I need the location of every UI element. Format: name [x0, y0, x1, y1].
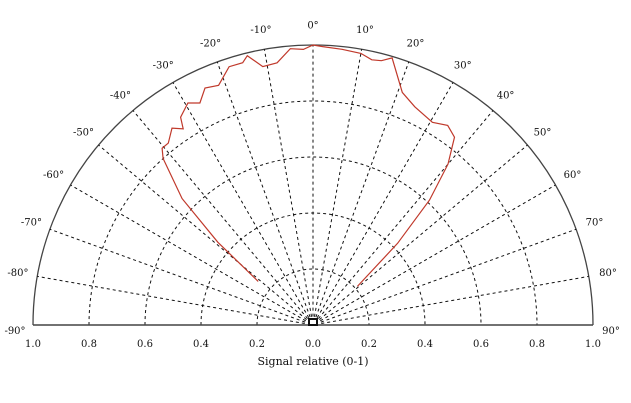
grid-circle-0.8 — [88, 100, 538, 326]
grid-spoke-40 — [318, 110, 494, 319]
grid-spoke--50 — [98, 144, 307, 320]
grid-spoke-80 — [321, 275, 589, 325]
angle-tick-label: 50° — [534, 127, 552, 138]
radial-tick-labels: 1.0 0.8 0.6 0.4 0.2 0.0 0.2 0.4 0.6 0.8 1.0 — [25, 339, 601, 350]
grid-spoke--80 — [37, 275, 305, 325]
angle-tick-label: -90° — [4, 326, 25, 337]
radial-tick-label: 0.2 — [361, 339, 377, 350]
angle-tick-label: -70° — [21, 218, 42, 229]
angle-tick-label: 40° — [497, 90, 515, 101]
angle-tick-label: -40° — [110, 90, 131, 101]
radial-tick-label: 0.8 — [529, 339, 545, 350]
series-line-0 — [161, 44, 456, 287]
series-layer — [161, 44, 456, 287]
angle-tick-label: 10° — [356, 25, 374, 36]
grid-spoke-70 — [320, 228, 577, 323]
grid-spoke-20 — [315, 61, 410, 318]
x-axis-label: Signal relative (0-1) — [257, 355, 368, 368]
angle-tick-label: -80° — [7, 268, 28, 279]
grid-circle-0.2 — [256, 268, 370, 326]
radial-tick-label: 0.6 — [473, 339, 489, 350]
radial-tick-label: 0.2 — [249, 339, 265, 350]
grid-spoke--40 — [132, 110, 308, 319]
angle-tick-label: 70° — [586, 218, 604, 229]
grid-spoke-60 — [320, 184, 556, 322]
angle-tick-label: -20° — [200, 38, 221, 49]
grid-spoke--10 — [263, 49, 313, 317]
angle-tick-label: -10° — [250, 25, 271, 36]
grid-spoke--30 — [172, 82, 310, 318]
grid-spoke--70 — [49, 228, 306, 323]
radial-tick-label: 1.0 — [25, 339, 41, 350]
angle-tick-label: -30° — [153, 61, 174, 72]
angle-tick-label: 30° — [454, 61, 472, 72]
grid — [32, 44, 594, 326]
angle-tick-label: 80° — [599, 268, 617, 279]
angle-tick-labels: -90° -80° -70° -60° -50° -40° -30° -20° -10° 0° 10… — [4, 20, 619, 337]
grid-spoke-50 — [319, 144, 528, 320]
grid-spoke-10 — [313, 49, 363, 317]
angle-tick-label: 20° — [407, 38, 425, 49]
angle-tick-label: -50° — [73, 127, 94, 138]
angle-tick-label: 0° — [307, 20, 318, 31]
radial-tick-label: 0.4 — [417, 339, 433, 350]
radial-tick-label: 1.0 — [585, 339, 601, 350]
grid-spoke--20 — [216, 61, 311, 318]
radial-tick-label: 0.6 — [137, 339, 153, 350]
radial-tick-label: 0.4 — [193, 339, 209, 350]
radial-tick-label: 0.0 — [305, 339, 321, 350]
angle-tick-label: -60° — [43, 170, 64, 181]
grid-circle-0.6 — [144, 156, 482, 326]
grid-spoke-30 — [316, 82, 454, 318]
center-marker — [308, 318, 318, 326]
angle-tick-label: 60° — [564, 170, 582, 181]
radial-tick-label: 0.8 — [81, 339, 97, 350]
angle-tick-label: 90° — [602, 326, 620, 337]
